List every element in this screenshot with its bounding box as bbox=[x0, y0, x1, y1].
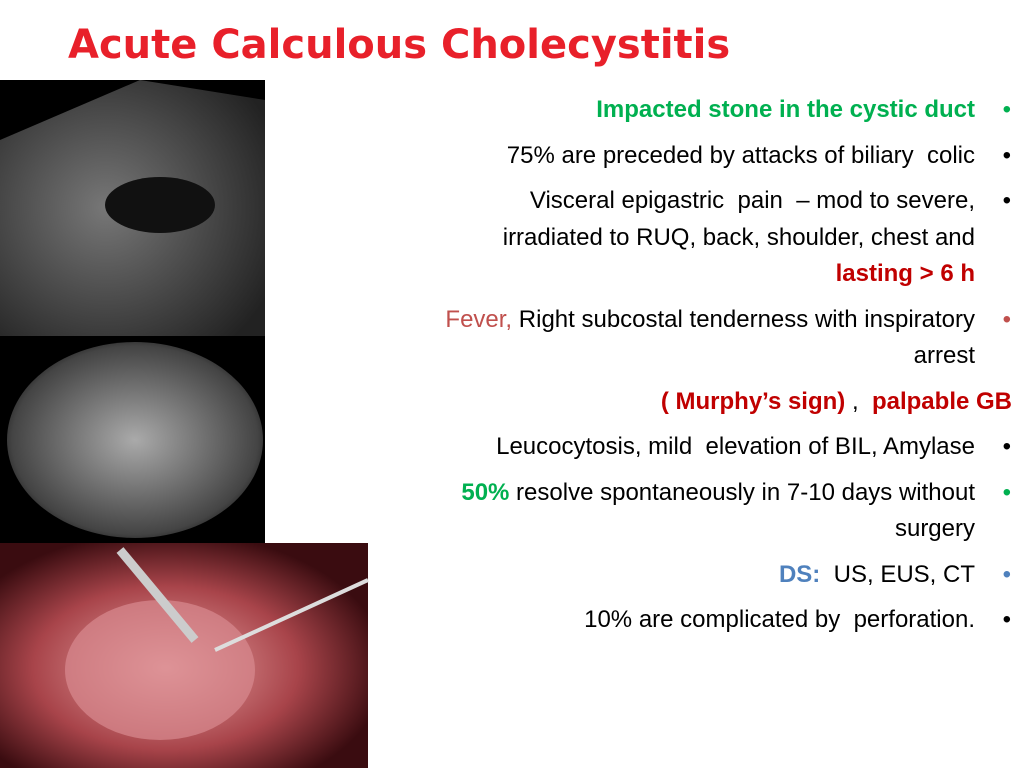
text-segment: Fever, bbox=[445, 305, 513, 333]
text-line: ( Murphy’s sign) , palpable GB bbox=[264, 384, 1024, 421]
instrument bbox=[116, 547, 199, 643]
bullet-item: • Visceral epigastric pain – mod to sever… bbox=[264, 183, 1024, 293]
bullet-dot: • bbox=[1002, 478, 1011, 506]
instrument bbox=[214, 578, 369, 652]
text-segment: , bbox=[845, 387, 872, 415]
slide-title: Acute Calculous Cholecystitis bbox=[68, 22, 731, 68]
text-segment: Impacted stone in the cystic duct bbox=[596, 96, 975, 123]
bullet-item: • 75% are preceded by attacks of biliary … bbox=[264, 138, 1024, 175]
text-line: Visceral epigastric pain – mod to severe… bbox=[264, 183, 1024, 220]
text-segment: 10% are complicated by perforation. bbox=[584, 606, 975, 633]
text-segment: arrest bbox=[913, 342, 975, 369]
text-segment: Leucocytosis, mild elevation of BIL, Amy… bbox=[496, 433, 975, 460]
text-line: irradiated to RUQ, back, shoulder, chest… bbox=[264, 220, 1024, 257]
bullet-dot: • bbox=[1002, 141, 1011, 169]
bullet-dot: • bbox=[1002, 187, 1011, 214]
text-segment: 50% bbox=[461, 478, 510, 506]
bullet-item: ( Murphy’s sign) , palpable GB bbox=[264, 384, 1024, 421]
bullet-dot: • bbox=[1002, 96, 1011, 123]
text-segment: surgery bbox=[894, 515, 975, 542]
bullet-item: • Leucocytosis, mild elevation of BIL, Am… bbox=[264, 429, 1024, 466]
bullet-dot: • bbox=[1002, 433, 1011, 460]
bullet-item: • Impacted stone in the cystic duct bbox=[264, 92, 1024, 129]
bullet-list: • Impacted stone in the cystic duct • 75% a… bbox=[264, 92, 1024, 648]
text-line: Fever, Right subcostal tenderness with i… bbox=[264, 302, 1024, 339]
text-segment: DS: bbox=[778, 560, 821, 588]
gallbladder-surgery bbox=[65, 600, 255, 740]
bullet-dot: • bbox=[1002, 560, 1011, 588]
images bbox=[0, 80, 369, 768]
text-segment: irradiated to RUQ, back, shoulder, chest… bbox=[502, 223, 975, 251]
text-line: 75% are preceded by attacks of biliary c… bbox=[264, 138, 1024, 175]
text-line: 10% are complicated by perforation. bbox=[264, 602, 1024, 639]
text-segment: resolve spontaneously in 7-10 days witho… bbox=[509, 478, 975, 506]
text-line: 50% resolve spontaneously in 7-10 days w… bbox=[264, 475, 1024, 512]
ct-body bbox=[7, 342, 263, 538]
gallbladder bbox=[105, 177, 215, 233]
bullet-dot: • bbox=[1002, 305, 1011, 333]
text-line: Leucocytosis, mild elevation of BIL, Amy… bbox=[264, 429, 1024, 466]
text-line: arrest bbox=[264, 338, 1024, 375]
text-line: DS: US, EUS, CT bbox=[264, 557, 1024, 594]
text-segment: 75% are preceded by attacks of biliary c… bbox=[506, 141, 975, 169]
text-segment: ( Murphy’s sign) bbox=[660, 387, 846, 415]
text-segment: Visceral epigastric pain – mod to severe… bbox=[529, 187, 975, 214]
bullet-item: • 10% are complicated by perforation. bbox=[264, 602, 1024, 639]
bullet-item: • 50% resolve spontaneously in 7-10 days … bbox=[264, 475, 1024, 548]
text-line: lasting > 6 h bbox=[264, 256, 1024, 293]
text-segment: US, EUS, CT bbox=[820, 560, 975, 588]
text-line: surgery bbox=[264, 511, 1024, 548]
bullet-dot: • bbox=[1002, 606, 1011, 633]
text-segment: lasting > 6 h bbox=[835, 260, 975, 287]
text-segment: Right subcostal tenderness with inspirat… bbox=[512, 305, 975, 333]
bullet-item: • DS: US, EUS, CT bbox=[264, 557, 1024, 594]
text-line: Impacted stone in the cystic duct bbox=[264, 92, 1024, 129]
bullet-item: • Fever, Right subcostal tenderness with … bbox=[264, 302, 1024, 375]
text-segment: palpable GB bbox=[871, 387, 1012, 415]
